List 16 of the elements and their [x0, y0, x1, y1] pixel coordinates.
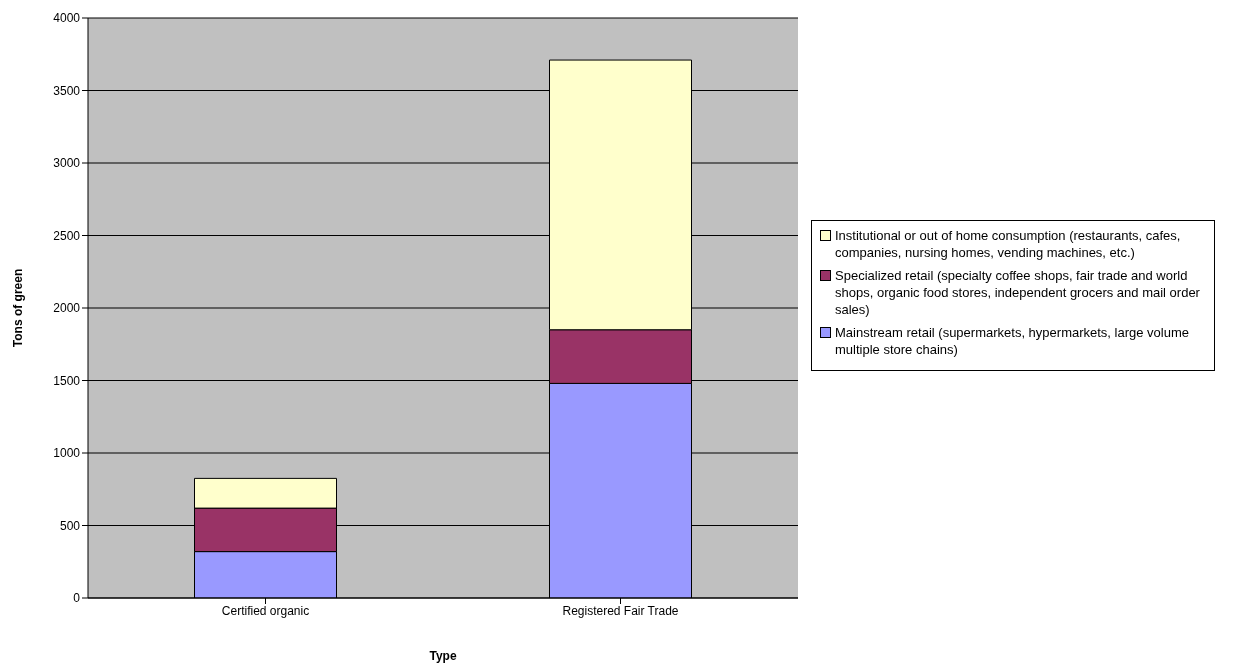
x-tick-label: Certified organic	[221, 603, 310, 618]
y-tick-label: 3000	[53, 156, 81, 171]
legend-label: Mainstream retail (supermarkets, hypermarkets, large volume multiple store chains)	[835, 324, 1190, 358]
y-tick-label: 1500	[53, 373, 81, 388]
y-tick-label: 3500	[53, 83, 81, 98]
y-axis-title: Tons of green	[11, 268, 26, 348]
y-tick-label: 4000	[53, 11, 81, 26]
y-tick-label: 2000	[53, 301, 81, 316]
x-axis-title: Type	[429, 649, 457, 663]
y-tick-label: 1000	[53, 446, 81, 461]
legend-label: Specialized retail (specialty coffee shops, fair trade and world shops, organic food stores, independent grocers and mail order sales)	[835, 267, 1201, 318]
y-tick-label: 2500	[53, 228, 81, 243]
y-tick-label: 0	[73, 591, 81, 606]
y-tick-label: 500	[59, 518, 81, 533]
legend-label: Institutional or out of home consumption (restaurants, cafes, companies, nursing homes, vending machines, etc.)	[835, 227, 1182, 261]
x-tick-label: Registered Fair Trade	[562, 603, 679, 618]
